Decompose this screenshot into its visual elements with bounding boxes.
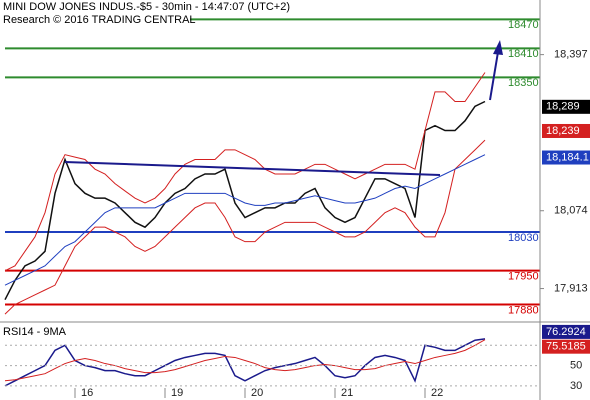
rsi-tick-label: 30 bbox=[570, 380, 582, 392]
price-tag-label: 18,239 bbox=[546, 125, 580, 137]
rsi-tag-label: 76.2924 bbox=[546, 326, 586, 338]
arrow-head bbox=[493, 40, 503, 55]
rsi-tag bbox=[542, 324, 590, 339]
level-label: 18350 bbox=[508, 77, 539, 89]
y-tick-label: 18,397 bbox=[554, 49, 588, 61]
price-tag bbox=[542, 99, 590, 114]
level-label: 17880 bbox=[508, 304, 539, 316]
price-tag bbox=[542, 123, 590, 138]
y-tick-label: 18,074 bbox=[554, 205, 588, 217]
rsi-tick-label: 50 bbox=[570, 359, 582, 371]
series-line bbox=[4, 154, 486, 286]
level-label: 17950 bbox=[508, 271, 539, 283]
y-tick-label: 17,913 bbox=[554, 282, 588, 294]
x-tick-label: 20 bbox=[251, 387, 263, 399]
rsi-title: RSI14 - 9MA bbox=[3, 326, 67, 338]
level-label: 18030 bbox=[508, 232, 539, 244]
series-line bbox=[4, 339, 486, 382]
price-tag-label: 18,289 bbox=[546, 101, 580, 113]
series-line bbox=[4, 139, 486, 315]
x-tick-label: 22 bbox=[431, 387, 443, 399]
trend-line bbox=[64, 161, 441, 176]
x-tick-label: 19 bbox=[171, 387, 183, 399]
x-tick-label: 16 bbox=[81, 387, 93, 399]
price-tag-label: 18,184.1 bbox=[546, 151, 589, 163]
chart-subtitle: Research © 2016 TRADING CENTRAL bbox=[3, 14, 196, 26]
rsi-tag-label: 75.5185 bbox=[546, 341, 586, 353]
level-label: 18470 bbox=[508, 19, 539, 31]
header-bg bbox=[0, 0, 190, 26]
arrow-shaft bbox=[489, 51, 499, 101]
level-label: 18410 bbox=[508, 48, 539, 60]
series-line bbox=[4, 72, 486, 272]
price-tag bbox=[542, 150, 590, 165]
rsi-tag bbox=[542, 339, 590, 354]
x-tick-label: 21 bbox=[341, 387, 353, 399]
series-line bbox=[4, 100, 486, 301]
chart-title: MINI DOW JONES INDUS.-$5 - 30min - 14:47… bbox=[3, 1, 290, 13]
